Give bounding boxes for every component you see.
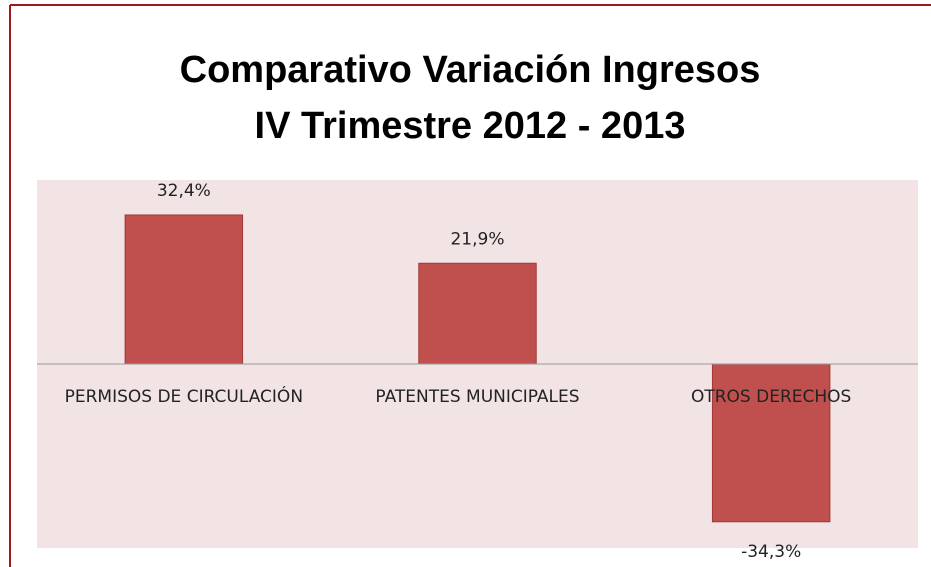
chart-title: Comparativo Variación Ingresos (180, 49, 761, 91)
bar (418, 262, 537, 365)
bar (124, 214, 244, 365)
data-label: 21,9% (450, 229, 504, 249)
x-tick-label: OTROS DERECHOS (690, 387, 852, 407)
data-label: 32,4% (157, 181, 211, 201)
data-label: -34,3% (741, 542, 801, 562)
chart-subtitle: IV Trimestre 2012 - 2013 (255, 105, 686, 147)
x-tick-label: PERMISOS DE CIRCULACIÓN (64, 387, 304, 407)
bar (711, 363, 831, 523)
x-tick-label: PATENTES MUNICIPALES (375, 387, 580, 407)
